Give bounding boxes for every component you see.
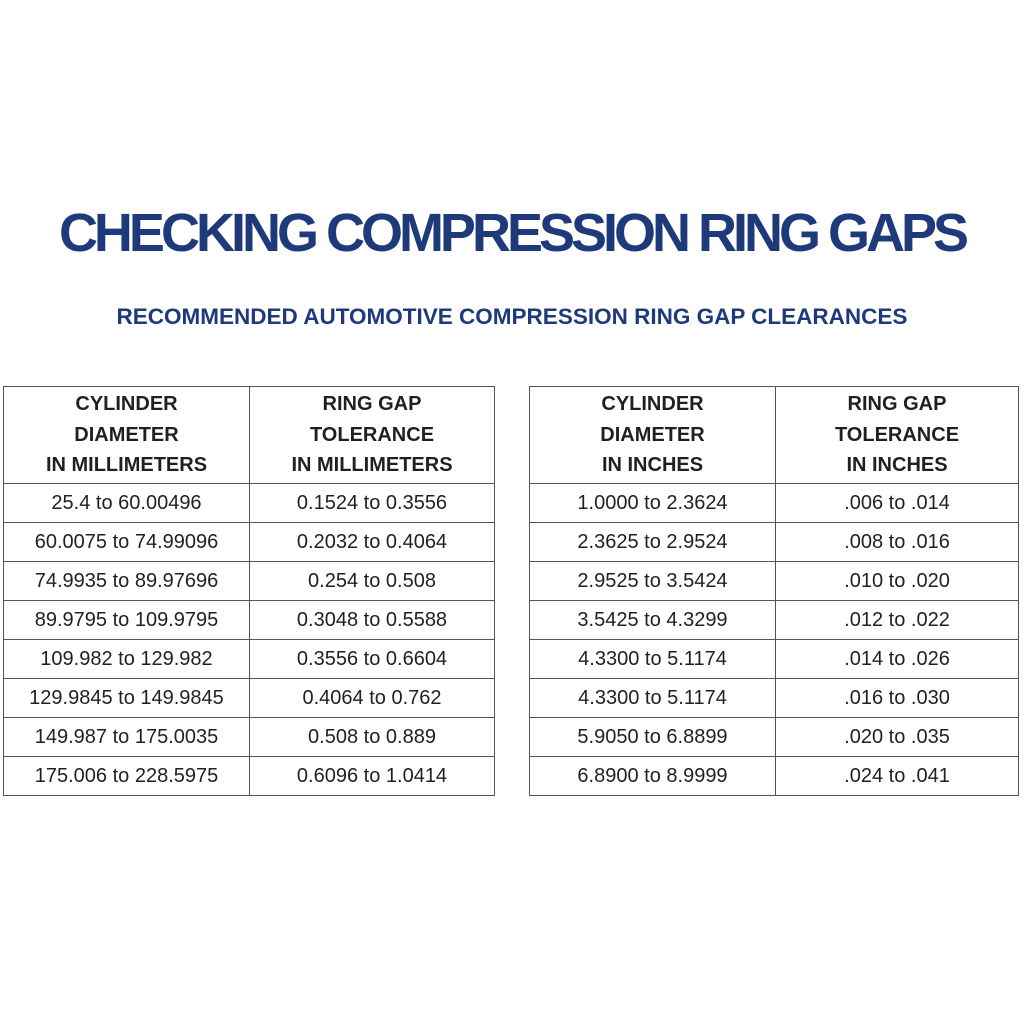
cylinder-diameter-cell: 2.9525 to 3.5424 — [529, 561, 776, 601]
header-line: TOLERANCE — [309, 423, 435, 446]
ring-gap-tolerance-cell: 0.6096 to 1.0414 — [249, 756, 495, 796]
cylinder-diameter-cell: 109.982 to 129.982 — [3, 639, 250, 679]
cylinder-diameter-cell: 175.006 to 228.5975 — [3, 756, 250, 796]
page-subtitle: RECOMMENDED AUTOMOTIVE COMPRESSION RING … — [116, 304, 908, 329]
table-row: 109.982 to 129.982 0.3556 to 0.6604 — [3, 639, 495, 679]
table-row: 25.4 to 60.00496 0.1524 to 0.3556 — [3, 483, 495, 523]
inches-table: CYLINDER DIAMETER IN INCHES RING GAP TOLERAN… — [529, 386, 1019, 796]
header-line: RING GAP — [322, 393, 422, 416]
table-row: 3.5425 to 4.3299.012 to .022 — [529, 600, 1019, 640]
table-row: 4.3300 to 5.1174.014 to .026 — [529, 639, 1019, 679]
ring-gap-tolerance-cell: 0.508 to 0.889 — [249, 717, 495, 757]
table-row: 4.3300 to 5.1174.016 to .030 — [529, 678, 1019, 718]
table-row: 6.8900 to 8.9999.024 to .041 — [529, 756, 1019, 796]
ring-gap-tolerance-cell: 0.1524 to 0.3556 — [249, 483, 495, 523]
page-title: CHECKING COMPRESSION RING GAPS — [58, 203, 969, 263]
ring-gap-tolerance-cell: .020 to .035 — [775, 717, 1019, 757]
ring-gap-tolerance-cell: .010 to .020 — [775, 561, 1019, 601]
header-line: DIAMETER — [74, 423, 179, 446]
cylinder-diameter-cell: 4.3300 to 5.1174 — [529, 678, 776, 718]
ring-gap-tolerance-cell: 0.254 to 0.508 — [249, 561, 495, 601]
header-line: RING GAP — [847, 393, 947, 416]
table-row: 2.9525 to 3.5424.010 to .020 — [529, 561, 1019, 601]
cylinder-diameter-cell: 149.987 to 175.0035 — [3, 717, 250, 757]
ring-gap-tolerance-cell: 0.3556 to 0.6604 — [249, 639, 495, 679]
header-line: IN MILLIMETERS — [291, 454, 453, 477]
table-row: 149.987 to 175.0035 0.508 to 0.889 — [3, 717, 495, 757]
cylinder-diameter-cell: 129.9845 to 149.9845 — [3, 678, 250, 718]
header-line: DIAMETER — [600, 423, 705, 446]
cylinder-diameter-cell: 6.8900 to 8.9999 — [529, 756, 776, 796]
cylinder-diameter-cell: 4.3300 to 5.1174 — [529, 639, 776, 679]
ring-gap-tolerance-cell: .016 to .030 — [775, 678, 1019, 718]
table-row: 74.9935 to 89.97696 0.254 to 0.508 — [3, 561, 495, 601]
cylinder-diameter-cell: 3.5425 to 4.3299 — [529, 600, 776, 640]
cylinder-diameter-cell: 60.0075 to 74.99096 — [3, 522, 250, 562]
cylinder-diameter-cell: 1.0000 to 2.3624 — [529, 483, 776, 523]
column-header: RING GAP TOLERANCE IN MILLIMETERS — [249, 386, 495, 484]
ring-gap-tolerance-cell: .012 to .022 — [775, 600, 1019, 640]
ring-gap-tolerance-cell: .006 to .014 — [775, 483, 1019, 523]
header-line: IN MILLIMETERS — [45, 454, 208, 477]
column-header: CYLINDER DIAMETER IN MILLIMETERS — [3, 386, 250, 484]
cylinder-diameter-cell: 25.4 to 60.00496 — [3, 483, 250, 523]
title-container: CHECKING COMPRESSION RING GAPS — [0, 200, 1024, 266]
cylinder-diameter-cell: 5.9050 to 6.8899 — [529, 717, 776, 757]
table-row: 5.9050 to 6.8899.020 to .035 — [529, 717, 1019, 757]
millimeters-table: CYLINDER DIAMETER IN MILLIMETERS RING GAP TO… — [3, 386, 495, 796]
header-line: IN INCHES — [601, 454, 704, 477]
ring-gap-tolerance-cell: 0.3048 to 0.5588 — [249, 600, 495, 640]
header-line: TOLERANCE — [834, 423, 960, 446]
ring-gap-tolerance-cell: .014 to .026 — [775, 639, 1019, 679]
table-row: 60.0075 to 74.99096 0.2032 to 0.4064 — [3, 522, 495, 562]
header-line: CYLINDER — [601, 393, 704, 416]
header-line: CYLINDER — [75, 393, 178, 416]
header-row: CYLINDER DIAMETER IN INCHES RING GAP TOLERAN… — [529, 386, 1019, 484]
cylinder-diameter-cell: 74.9935 to 89.97696 — [3, 561, 250, 601]
ring-gap-tolerance-cell: .008 to .016 — [775, 522, 1019, 562]
table-row: 2.3625 to 2.9524.008 to .016 — [529, 522, 1019, 562]
table-row: 129.9845 to 149.9845 0.4064 to 0.762 — [3, 678, 495, 718]
table-row: 175.006 to 228.5975 0.6096 to 1.0414 — [3, 756, 495, 796]
cylinder-diameter-cell: 2.3625 to 2.9524 — [529, 522, 776, 562]
cylinder-diameter-cell: 89.9795 to 109.9795 — [3, 600, 250, 640]
ring-gap-tolerance-cell: .024 to .041 — [775, 756, 1019, 796]
ring-gap-tolerance-cell: 0.2032 to 0.4064 — [249, 522, 495, 562]
column-header: RING GAP TOLERANCE IN INCHES — [775, 386, 1019, 484]
table-row: 1.0000 to 2.3624.006 to .014 — [529, 483, 1019, 523]
ring-gap-tolerance-cell: 0.4064 to 0.762 — [249, 678, 495, 718]
column-header: CYLINDER DIAMETER IN INCHES — [529, 386, 776, 484]
header-row: CYLINDER DIAMETER IN MILLIMETERS RING GAP TO… — [3, 386, 495, 484]
table-row: 89.9795 to 109.9795 0.3048 to 0.5588 — [3, 600, 495, 640]
header-line: IN INCHES — [846, 454, 948, 477]
